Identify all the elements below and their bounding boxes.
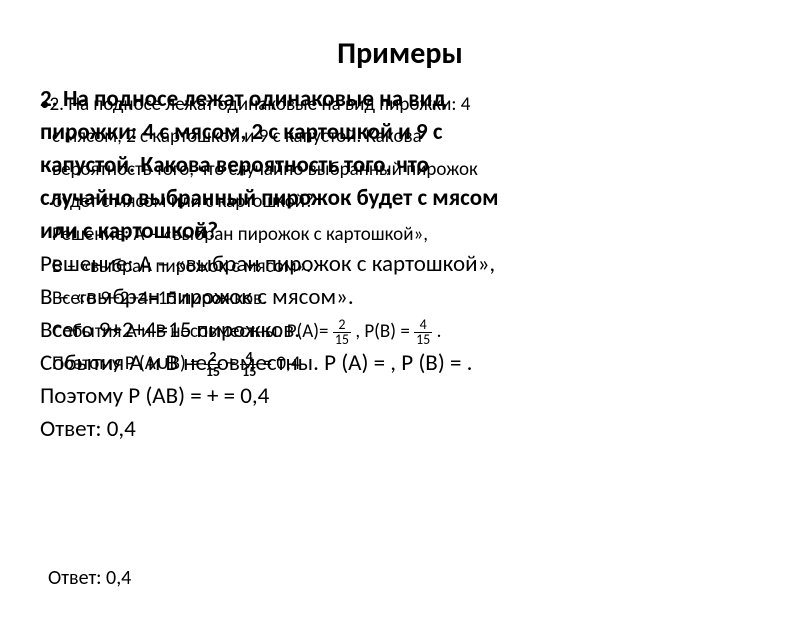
page-title: Примеры: [0, 35, 800, 72]
front-solution-l3: Всего 9+2+4=15 пирожков.: [40, 284, 760, 314]
fraction-f1: 215: [204, 350, 222, 379]
pb-den: 15: [414, 333, 432, 347]
fraction-pa: 215: [333, 318, 351, 347]
front-solution-l1: Решение: А – «выбран пирожок с картошкой…: [40, 220, 760, 250]
front-problem-text-l1: 2. На подносе лежат одинаковые на вид пи…: [49, 93, 470, 116]
final-answer: Ответ: 0,4: [48, 566, 131, 590]
pab-prefix: Поэтому P (A∪B) =: [52, 352, 204, 375]
front-union-probability: Поэтому P (A∪B) = 215 + 415 = 0,4: [40, 349, 760, 379]
fraction-pb: 415: [414, 318, 432, 347]
front-probabilities: События А и В несовместны. Р(А)= 215 , Р…: [40, 317, 760, 347]
pab-suffix: = 0,4: [263, 352, 301, 375]
back-solution-l6: Ответ: 0,4: [40, 414, 760, 445]
f1-den: 15: [204, 365, 222, 379]
plus-sign: +: [226, 352, 240, 375]
pb-suffix: .: [437, 320, 442, 343]
f2-den: 15: [240, 365, 258, 379]
fraction-f2: 415: [240, 350, 258, 379]
pb-prefix: , Р(В) =: [355, 320, 414, 343]
front-solution-l2: В – «выбран пирожок с мясом».: [40, 252, 760, 282]
front-problem-l3: вероятность того, что случайно выбранный…: [40, 155, 760, 185]
front-problem-l1: •2. На подносе лежат одинаковые на вид п…: [40, 90, 760, 120]
pa-den: 15: [333, 333, 351, 347]
pa-prefix: События А и В несовместны. Р(А)=: [52, 320, 329, 343]
front-problem-l2: с мясом, 2 с картошкой и 9 с капустой. К…: [40, 122, 760, 152]
front-problem-l4: будет с мясом или с картошкой?: [40, 187, 760, 217]
back-solution-l5: Поэтому P (AB) = + = 0,4: [40, 381, 760, 412]
layer-front: •2. На подносе лежат одинаковые на вид п…: [40, 88, 760, 382]
